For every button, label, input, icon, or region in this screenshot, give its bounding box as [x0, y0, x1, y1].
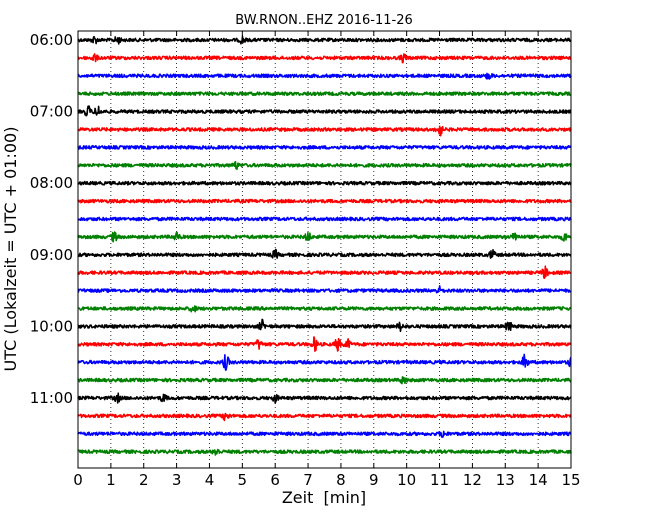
x-tick-label: 15	[561, 471, 580, 489]
x-tick-label: 5	[238, 471, 248, 489]
trace-line	[77, 248, 572, 259]
y-tick-label: 07:00	[30, 103, 73, 121]
traces	[77, 35, 572, 456]
y-axis-ticks: 06:00 07:00 08:00 09:00 10:00 11:00	[30, 31, 571, 407]
y-tick-label: 11:00	[30, 389, 73, 407]
x-tick-label: 9	[369, 471, 379, 489]
trace-line	[77, 376, 572, 385]
x-tick-label: 8	[336, 471, 346, 489]
grid-lines	[110, 31, 539, 468]
trace-line	[77, 448, 572, 456]
x-tick-label: 7	[303, 471, 313, 489]
x-tick-label: 4	[205, 471, 215, 489]
x-axis-ticks: 0 1 2 3 4 5 6 7 8 9 10 11 12 13 14 15	[73, 31, 581, 489]
trace-line	[77, 145, 572, 150]
trace-line	[77, 216, 572, 222]
trace-line	[77, 160, 572, 171]
x-tick-label: 12	[463, 471, 482, 489]
x-tick-label: 6	[270, 471, 280, 489]
trace-line	[77, 180, 572, 186]
trace-line	[77, 305, 572, 313]
trace-line	[77, 318, 572, 333]
x-tick-label: 10	[397, 471, 416, 489]
trace-line	[77, 336, 572, 353]
trace-line	[77, 105, 572, 117]
y-tick-label: 10:00	[30, 317, 73, 335]
y-tick-label: 06:00	[30, 31, 73, 49]
x-tick-label: 14	[529, 471, 548, 489]
chart-title: BW.RNON..EHZ 2016-11-26	[235, 13, 413, 28]
trace-line	[77, 430, 572, 438]
x-tick-label: 13	[496, 471, 515, 489]
x-tick-label: 11	[430, 471, 449, 489]
trace-line	[77, 198, 572, 204]
x-tick-label: 0	[73, 471, 83, 489]
y-tick-label: 09:00	[30, 246, 73, 264]
y-tick-label: 08:00	[30, 174, 73, 192]
trace-line	[77, 125, 572, 137]
trace-line	[77, 392, 572, 404]
trace-line	[77, 91, 572, 97]
x-tick-label: 1	[106, 471, 116, 489]
y-axis-label: UTC (Lokalzeit = UTC + 01:00)	[1, 127, 20, 372]
trace-line	[77, 231, 572, 243]
trace-line	[77, 53, 572, 64]
trace-line	[77, 285, 572, 294]
plot-frame	[77, 30, 572, 469]
trace-line	[77, 412, 572, 422]
x-tick-label: 2	[139, 471, 149, 489]
trace-line	[77, 35, 572, 45]
x-axis-label: Zeit [min]	[282, 488, 366, 507]
trace-line	[77, 72, 572, 80]
x-tick-label: 3	[172, 471, 182, 489]
trace-line	[77, 265, 572, 280]
trace-line	[77, 353, 572, 371]
